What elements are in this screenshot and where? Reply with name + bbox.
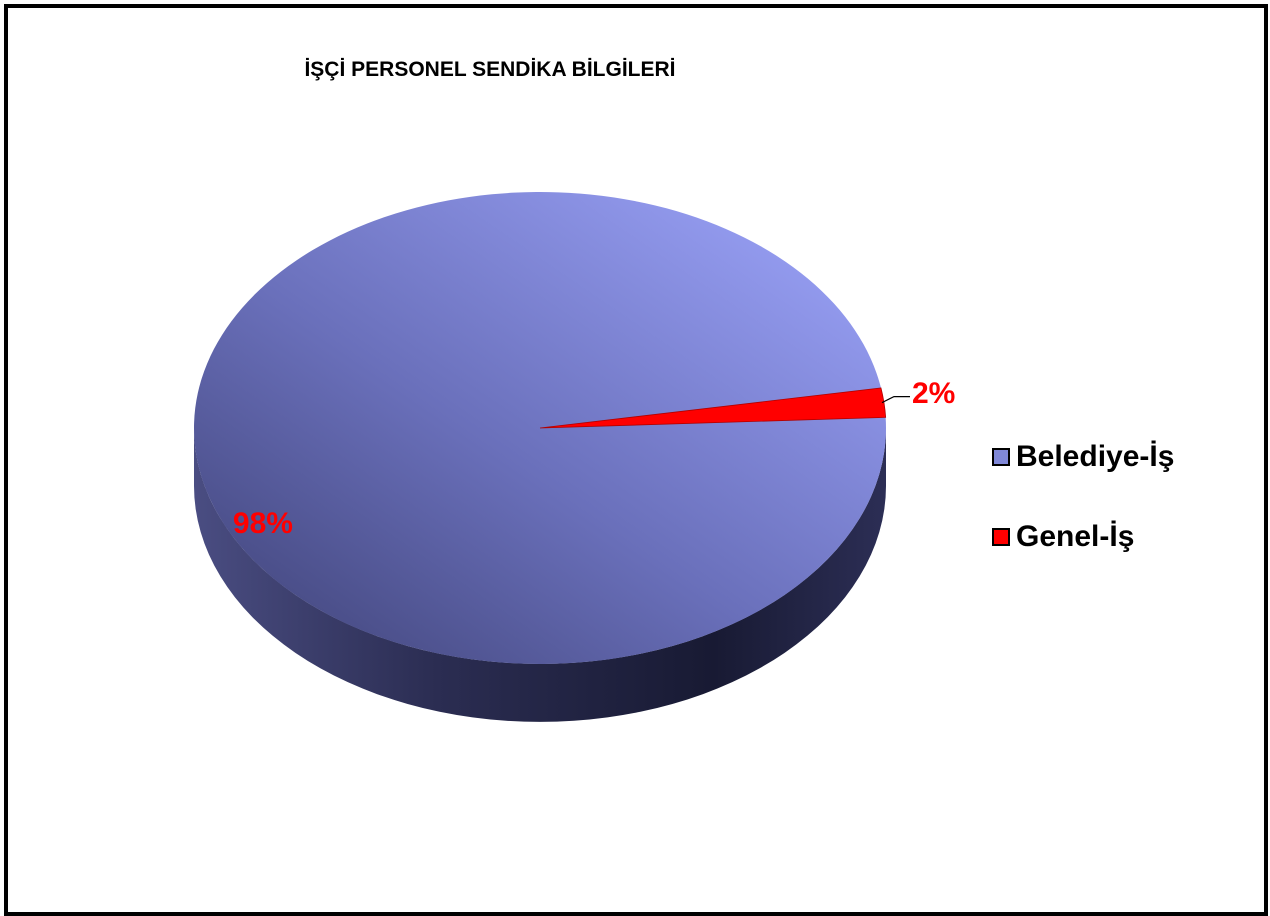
chart-title: İŞÇİ PERSONEL SENDİKA BİLGİLERİ	[304, 58, 676, 81]
pie-side-wall	[194, 428, 886, 722]
legend-swatch	[992, 528, 1010, 546]
legend-label: Genel-İş	[1016, 520, 1135, 553]
legend-label: Belediye-İş	[1016, 440, 1175, 473]
legend-item-genel-is: Genel-İş	[992, 518, 1174, 556]
legend-swatch	[992, 448, 1010, 466]
legend: Belediye-İş Genel-İş	[992, 438, 1174, 598]
pie-slice-genel-is	[539, 387, 887, 429]
leader-line	[881, 396, 910, 404]
data-label-genel-is: 2%	[911, 376, 956, 410]
legend-item-belediye-is: Belediye-İş	[992, 438, 1174, 476]
data-label-belediye-is: 98%	[232, 506, 293, 540]
